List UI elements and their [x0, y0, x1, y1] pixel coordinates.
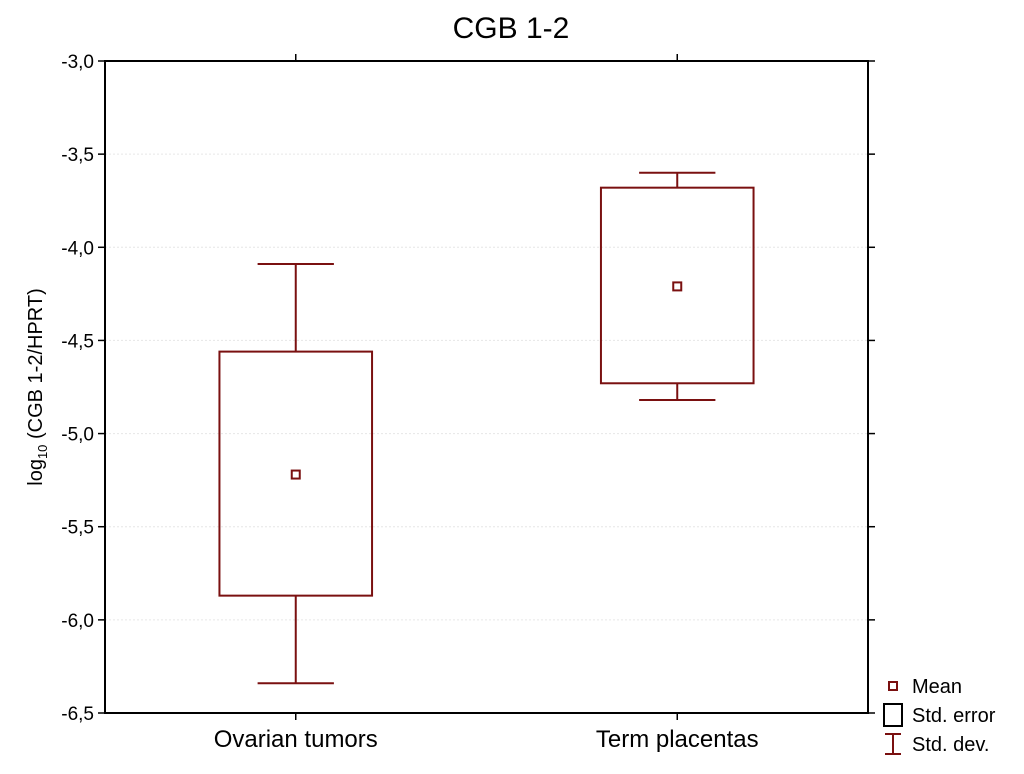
chart-title: CGB 1-2: [453, 12, 570, 45]
box-series: [218, 171, 755, 685]
y-tick-label: -4,0: [61, 238, 94, 259]
legend-label: Mean: [912, 676, 962, 698]
y-tick-label: -3,5: [61, 145, 94, 166]
legend-item: Mean: [888, 676, 962, 698]
y-axis-label-suffix: (CGB 1-2/HPRT): [25, 288, 47, 444]
y-axis: -3,0 -3,5 -4,0 -4,5 -5,0 -5,5 -6,0 -6,5: [61, 52, 875, 725]
y-tick-label: -6,0: [61, 611, 94, 632]
legend: Mean Std. error Std. dev.: [883, 676, 996, 756]
mean-marker: [290, 469, 301, 480]
y-axis-label-subscript: 10: [35, 445, 50, 459]
std-error-box: [599, 186, 755, 385]
y-tick-label: -3,0: [61, 52, 94, 73]
x-axis: Ovarian tumors Term placentas: [214, 54, 759, 753]
y-tick-label: -5,5: [61, 518, 94, 539]
legend-box-symbol: [883, 703, 903, 727]
legend-item: Std. error: [883, 703, 996, 727]
plot-area: [104, 60, 869, 714]
box-group: [218, 263, 374, 685]
y-axis-label-prefix: log: [25, 459, 47, 486]
legend-mean-symbol: [888, 681, 898, 691]
x-category-label: Ovarian tumors: [214, 726, 378, 753]
y-tick-label: -5,0: [61, 425, 94, 446]
grid-lines: [105, 153, 868, 621]
box-group: [599, 171, 755, 402]
y-axis-label: log10 (CGB 1-2/HPRT): [25, 288, 50, 486]
std-error-box: [218, 350, 374, 597]
legend-label: Std. dev.: [912, 734, 989, 756]
mean-marker: [672, 281, 683, 292]
legend-label: Std. error: [912, 705, 996, 727]
x-category-label: Term placentas: [596, 726, 759, 753]
y-tick-label: -6,5: [61, 704, 94, 725]
y-tick-label: -4,5: [61, 331, 94, 352]
legend-item: Std. dev.: [885, 733, 989, 756]
